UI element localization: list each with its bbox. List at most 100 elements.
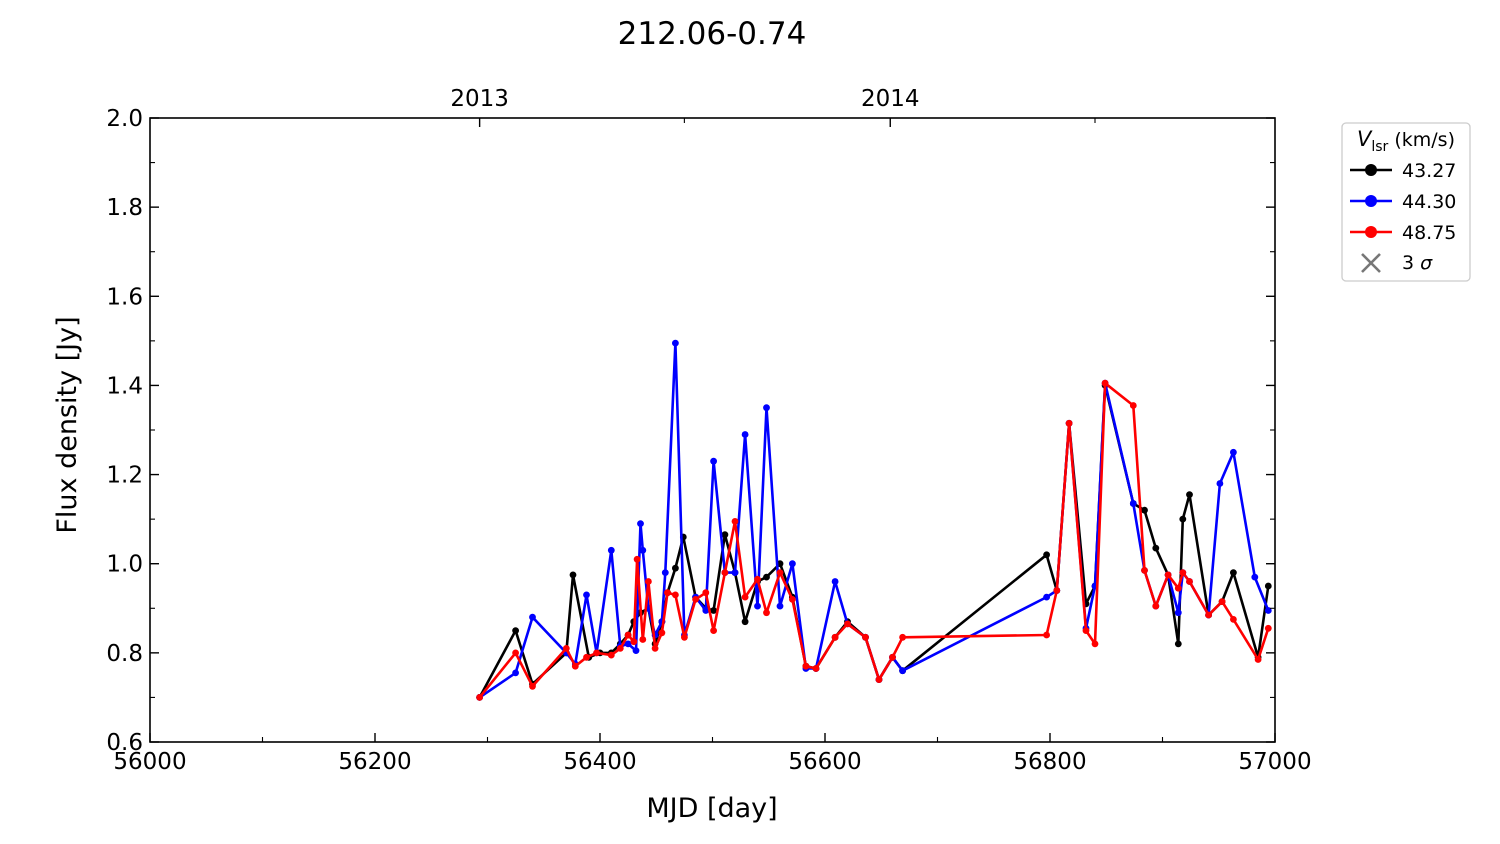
series-2-point-46 [1164,571,1172,579]
x-tick-label-5: 57000 [1238,749,1311,775]
legend-label-1: 44.30 [1402,191,1456,213]
legend-marker-0 [1365,164,1377,176]
series-2-point-5 [583,653,590,661]
y-tick-label-6: 1.8 [106,195,143,221]
series-1-point-21 [710,457,717,465]
series-2-point-7 [607,651,615,659]
series-0-point-51 [1230,569,1237,576]
series-1-point-9 [624,640,632,648]
series-2-point-20 [702,589,710,597]
series-0-point-25 [763,573,770,581]
y-tick-label-2: 1.0 [106,552,143,578]
legend-title-units: (km/s) [1388,129,1455,151]
legend-sigma-symbol: σ [1420,252,1433,274]
legend-title: Vlsr (km/s) [1357,127,1455,155]
y-tick-label-0: 0.6 [106,730,143,756]
series-0-point-23 [741,618,749,626]
series-2-point-35 [889,653,896,661]
series-2-point-10 [630,638,638,646]
series-2-point-22 [721,569,729,576]
series-2-point-3 [562,645,570,652]
plot-layer [476,339,1272,701]
series-0-point-48 [1186,491,1193,498]
legend-frame [1341,122,1471,282]
x-axis-label: MJD [day] [646,793,777,824]
series-1-point-26 [763,404,770,412]
x-tick-label-1: 56200 [338,749,411,775]
x-tick-label-2: 56400 [563,749,636,775]
series-1-point-51 [1216,480,1224,487]
series-0-point-43 [1141,506,1148,514]
series-2-point-41 [1091,640,1099,648]
series-2-point-42 [1101,379,1109,387]
series-2-point-52 [1230,616,1237,623]
series-2-point-15 [658,629,666,637]
series-2-point-43 [1129,402,1137,409]
series-2-point-45 [1152,602,1160,610]
series-2-point-49 [1186,578,1193,585]
series-2-point-27 [776,569,784,576]
legend-label-0: 43.27 [1402,160,1456,182]
legend-title-sub: lsr [1371,139,1388,155]
series-0-point-47 [1179,515,1187,523]
y-tick-label-7: 2.0 [106,106,143,132]
top-tick-label-0: 2013 [450,86,509,112]
legend-marker-2 [1365,226,1377,238]
series-2-point-24 [741,593,749,601]
y-tick-label-3: 1.2 [106,463,143,489]
series-1-point-2 [529,613,536,621]
y-tick-label-1: 0.8 [106,641,143,667]
series-2-point-39 [1065,419,1073,427]
series-1-point-53 [1251,573,1259,581]
chart-title: 212.06-0.74 [618,16,807,52]
series-2-point-36 [899,633,906,641]
series-0-point-16 [672,564,679,572]
series-0-point-20 [710,607,717,614]
series-1-point-16 [661,569,669,576]
series-2-point-9 [624,631,632,639]
series-2-point-38 [1053,587,1061,594]
legend-sigma-prefix: 3 [1402,252,1420,274]
series-2-point-53 [1254,656,1262,663]
series-2-point-32 [844,620,851,628]
x-tick-label-0: 56000 [113,749,186,775]
series-1-point-7 [607,546,615,554]
series-0-point-4 [569,571,577,579]
y-tick-label-4: 1.4 [106,373,143,399]
series-2-point-50 [1205,611,1212,619]
series-2-point-6 [593,649,600,657]
series-0-point-21 [721,531,729,539]
series-2-point-51 [1218,598,1226,605]
series-2-point-1 [512,649,519,657]
series-0-point-46 [1174,640,1182,648]
series-2-point-48 [1179,569,1187,576]
series-2-point-47 [1174,584,1182,592]
series-2-point-13 [645,578,652,585]
series-2-point-0 [476,694,483,701]
x-tick-label-4: 56800 [1013,749,1086,775]
series-1-point-27 [776,602,784,610]
series-2-point-23 [731,518,739,525]
legend-entries: 43.27 44.30 48.75 [1350,160,1456,244]
series-line-1 [478,341,1270,699]
series-1-point-12 [639,546,647,554]
legend-label-2: 48.75 [1402,222,1456,244]
series-2-point-31 [831,633,839,641]
series-1-point-52 [1230,448,1237,456]
series-2-point-40 [1082,627,1090,634]
y-axis-label: Flux density [Jy] [52,316,83,533]
series-2-point-17 [672,591,679,599]
series-2-point-33 [862,633,869,641]
series-0-point-1 [512,627,519,634]
series-2-point-34 [875,676,883,683]
series-2-point-44 [1141,567,1148,574]
series-1-point-47 [1174,609,1182,617]
ticks-layer: 56000 56200 56400 56600 56800 57000 0.6 0.8 1.0 1… [106,86,1311,775]
series-2-point-30 [812,665,820,672]
series-2-point-28 [789,596,796,603]
series-1-point-5 [583,591,590,599]
series-2-point-19 [692,596,699,603]
series-2-point-12 [639,636,647,643]
series-2-point-26 [763,609,770,617]
